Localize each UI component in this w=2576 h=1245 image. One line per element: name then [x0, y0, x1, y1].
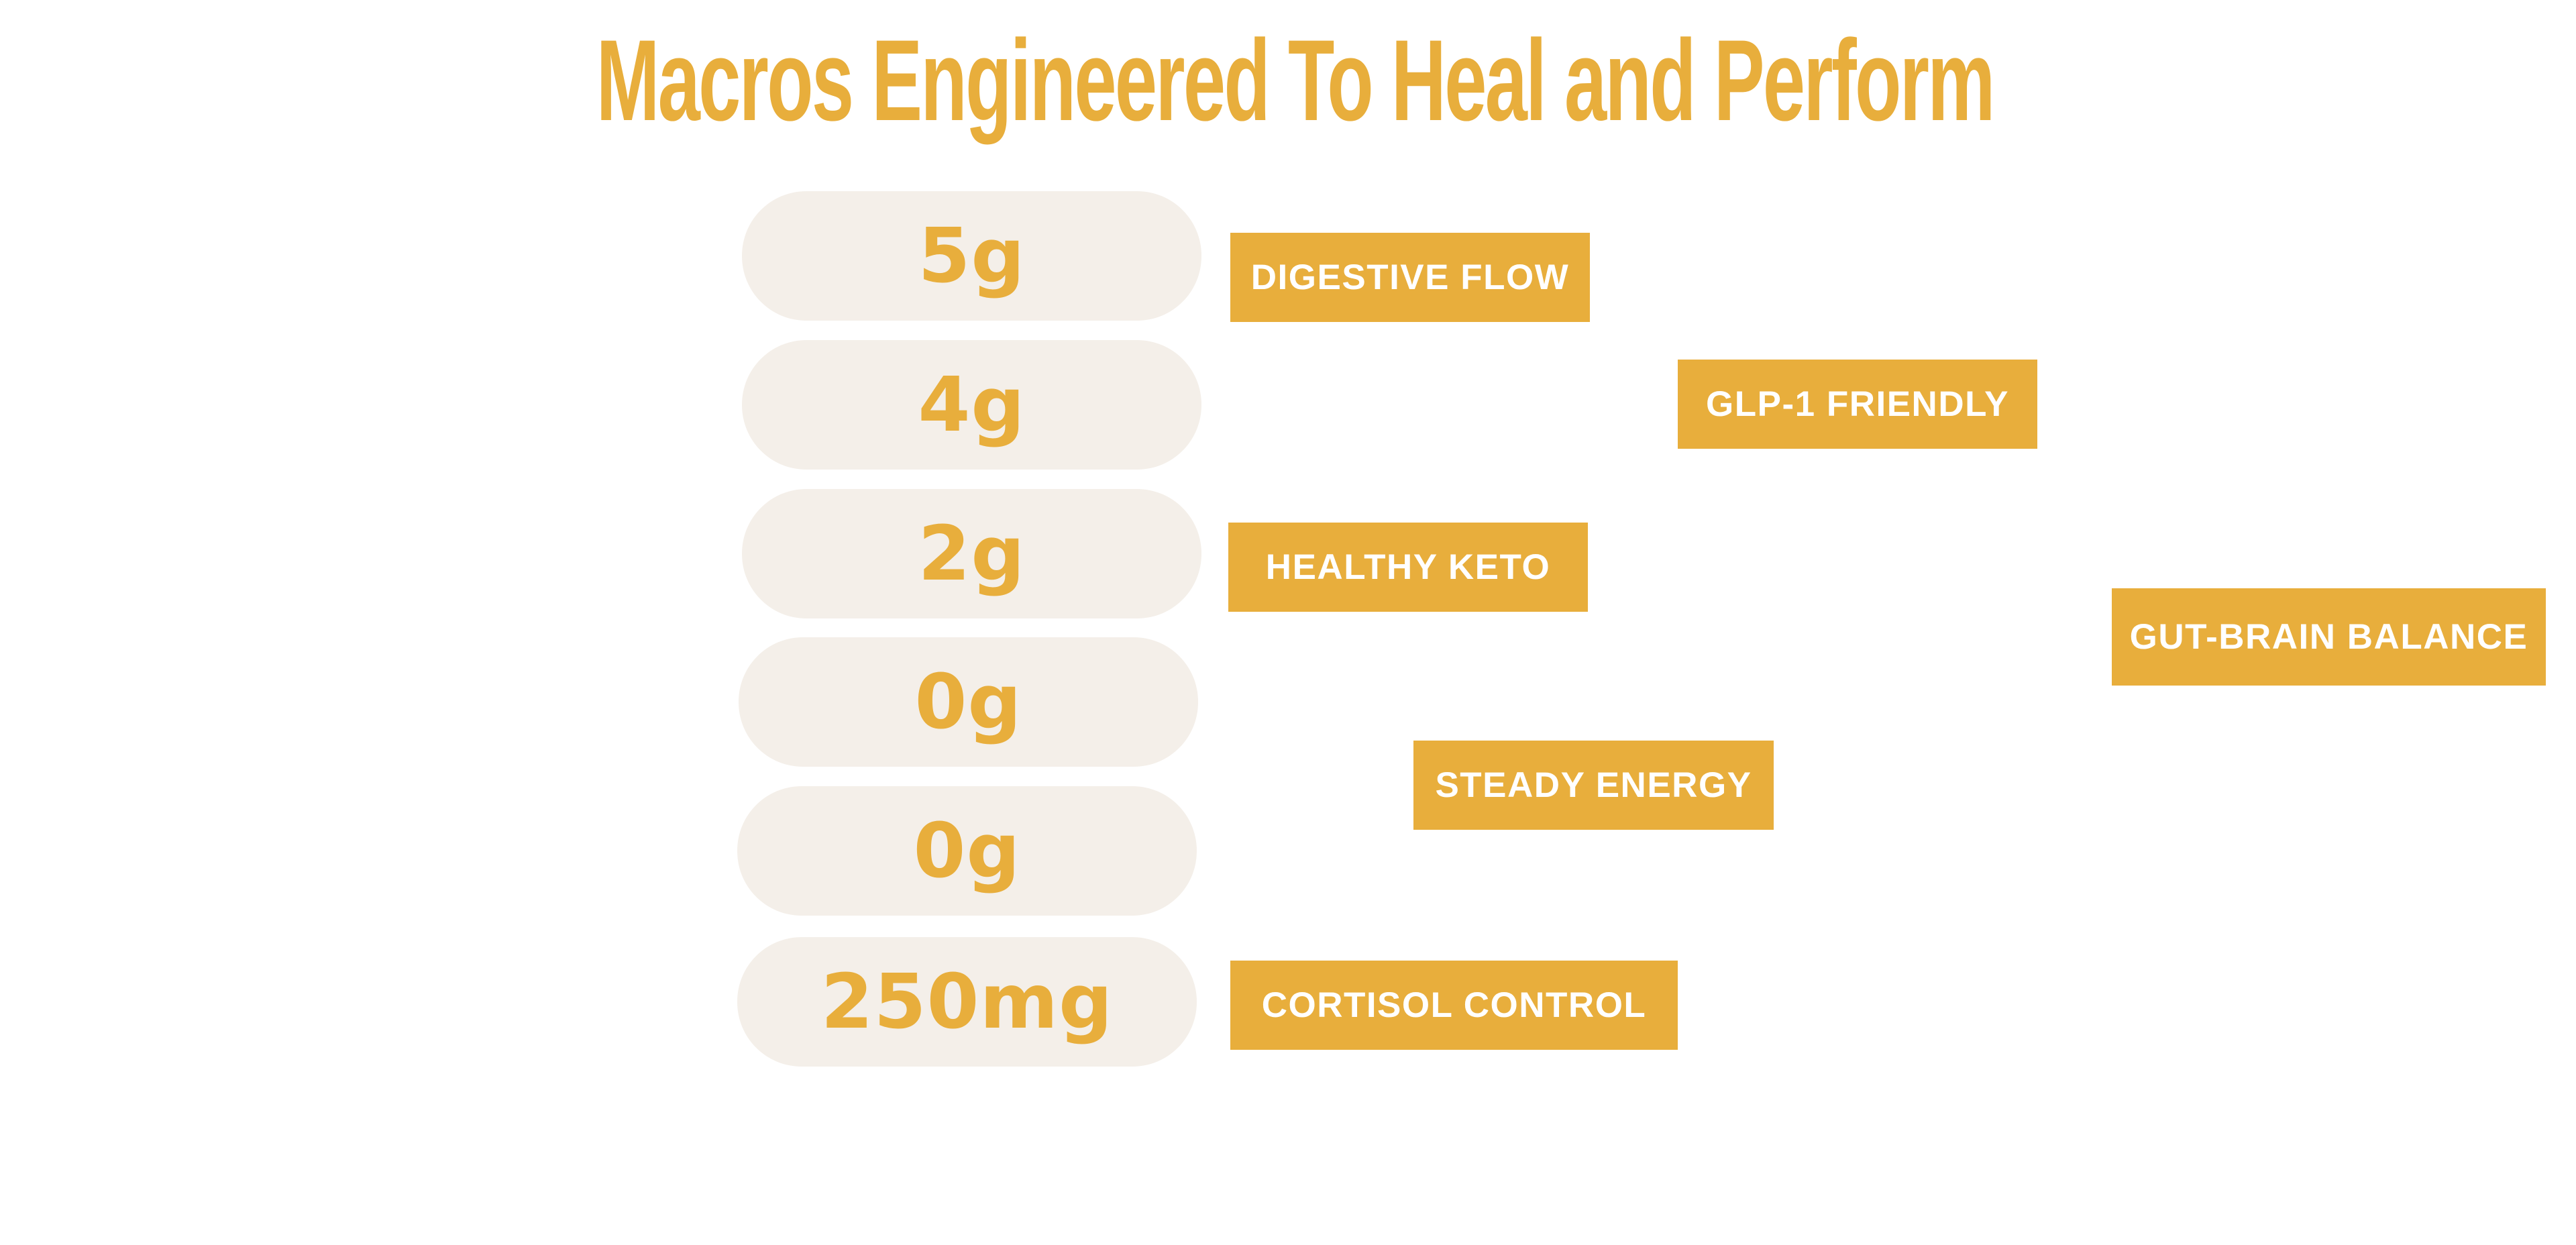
benefit-tag: GLP-1 FRIENDLY — [1678, 360, 2037, 449]
macro-value: 0g — [913, 807, 1021, 895]
benefit-tag-label: GLP-1 FRIENDLY — [1706, 384, 2009, 424]
benefit-tag: CORTISOL CONTROL — [1230, 961, 1678, 1050]
macro-pill: 0g — [737, 786, 1197, 916]
benefit-tag-label: CORTISOL CONTROL — [1261, 985, 1647, 1025]
benefit-tag-label: STEADY ENERGY — [1435, 765, 1752, 805]
macro-pill: 4g — [742, 340, 1201, 470]
benefit-tag: HEALTHY KETO — [1228, 523, 1588, 612]
macro-pill: 2g — [742, 489, 1201, 618]
benefit-tag: STEADY ENERGY — [1413, 741, 1774, 830]
benefit-tag: DIGESTIVE FLOW — [1230, 233, 1590, 322]
macro-pill: 0g — [739, 637, 1198, 767]
macro-value: 4g — [918, 361, 1026, 449]
macro-value: 2g — [918, 510, 1026, 598]
macro-value: 0g — [914, 658, 1022, 746]
benefit-tag-label: DIGESTIVE FLOW — [1250, 258, 1570, 297]
macro-value: 250mg — [820, 958, 1114, 1046]
macro-pill: 250mg — [737, 937, 1197, 1067]
macro-pill: 5g — [742, 191, 1201, 321]
page-title: Macros Engineered To Heal and Perform — [596, 16, 1996, 145]
benefit-tag-label: GUT-BRAIN BALANCE — [2129, 617, 2528, 657]
benefit-tag: GUT-BRAIN BALANCE — [2112, 588, 2546, 686]
macro-value: 5g — [918, 212, 1026, 300]
benefit-tag-label: HEALTHY KETO — [1265, 547, 1551, 587]
